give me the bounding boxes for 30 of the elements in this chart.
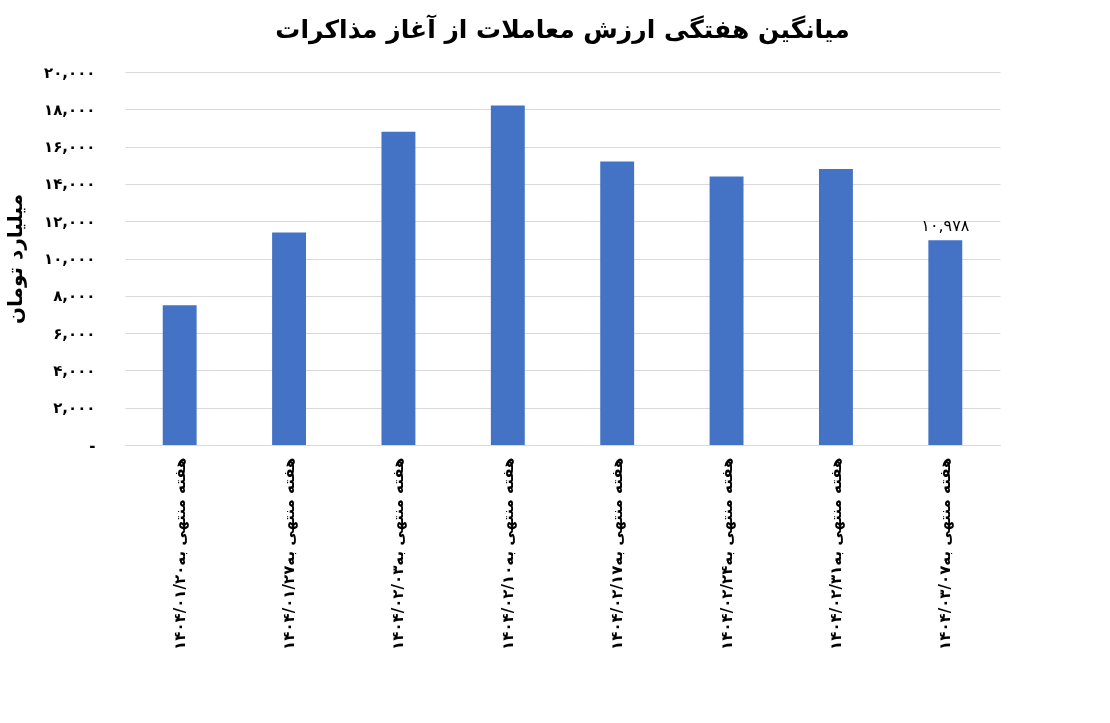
y-tick-label: ۱۸,۰۰۰ [44,100,96,119]
chart-title: میانگین هفتگی ارزش معاملات از آغاز مذاکرات [275,14,850,45]
bar [709,176,744,445]
x-tick-label: هفته منتهی به۱۴۰۴/۰۲/۱۷ [608,457,627,650]
y-tick-label: ۴,۰۰۰ [53,361,96,380]
y-tick-label: ۱۰,۰۰۰ [44,250,96,268]
bar [928,240,963,445]
x-tick-label: هفته منتهی به۱۴۰۴/۰۲/۰۳ [389,457,408,650]
y-tick-label: ۸,۰۰۰ [53,287,96,306]
y-tick-label: ۲۰,۰۰۰ [44,63,96,82]
x-tick-label: هفته منتهی به۱۴۰۴/۰۳/۰۷ [936,457,955,650]
x-tick-label: هفته منتهی به۱۴۰۴/۰۱/۲۰ [170,457,189,650]
y-tick-label: ۶,۰۰۰ [53,324,96,343]
bar [381,131,416,445]
y-tick-label: ۱۲,۰۰۰ [44,212,96,231]
bar [162,305,197,445]
x-tick-label: هفته منتهی به۱۴۰۴/۰۲/۳۱ [826,457,845,650]
y-tick-label: ۱۴,۰۰۰ [44,175,96,194]
data-label: ۱۰,۹۷۸ [921,216,970,236]
x-tick-label: هفته منتهی به۱۴۰۴/۰۲/۲۴ [717,457,736,650]
bar [600,161,635,445]
x-tick-label: هفته منتهی به۱۴۰۴/۰۱/۲۷ [280,457,299,650]
y-tick-label: - [89,436,96,455]
bar [490,105,525,445]
y-tick-label: ۲,۰۰۰ [53,399,96,418]
y-tick-label: ۱۶,۰۰۰ [44,138,96,157]
bar [272,232,307,445]
x-tick-label: هفته منتهی به۱۴۰۴/۰۲/۱۰ [498,457,517,650]
y-axis-title: میلیارد تومان [3,193,28,325]
bar [818,168,853,445]
